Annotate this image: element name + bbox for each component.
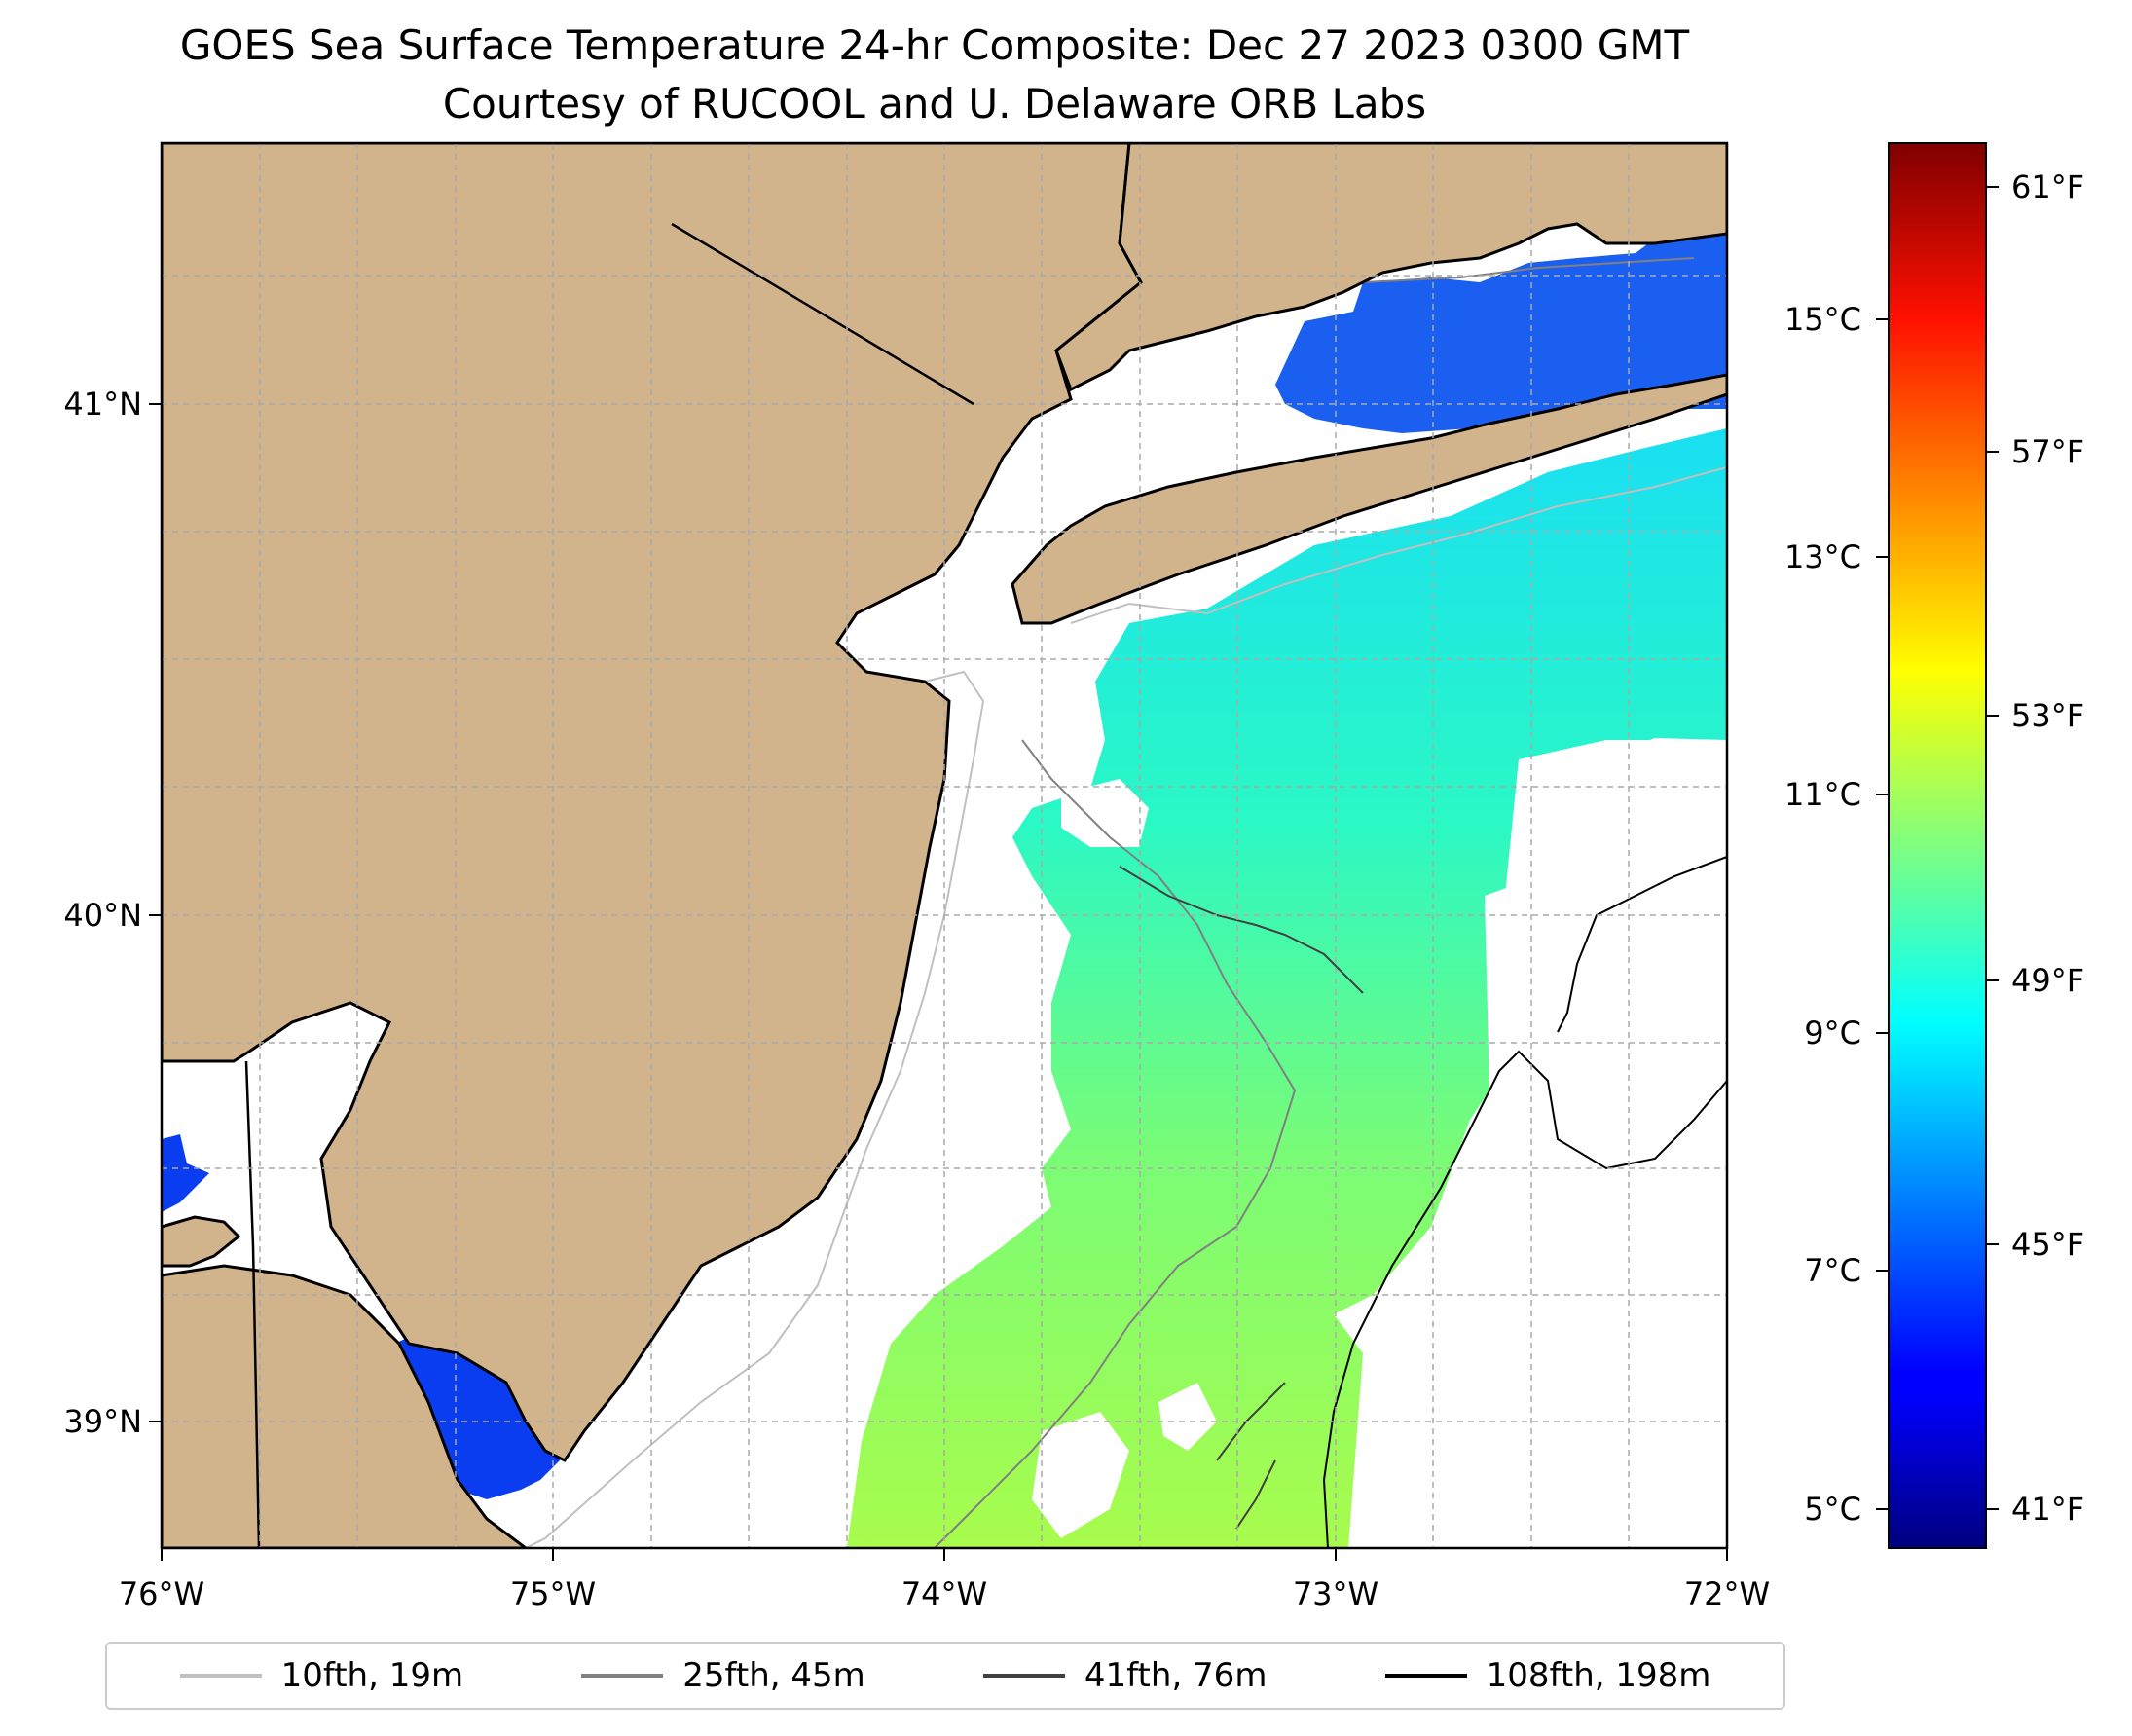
legend-label: 41fth, 76m [1084,1656,1268,1695]
state-border [1118,143,1143,283]
isobath-19m [1070,466,1727,624]
legend-item: 10fth, 19m [179,1656,464,1695]
legend-line-swatch [581,1674,664,1678]
colorbar-celsius-label: 15°C [1784,301,1861,338]
colorbar-celsius-label: 9°C [1804,1015,1861,1052]
isobath-76m [1119,866,1364,994]
land-connecticut [1054,143,1727,392]
legend-label: 108fth, 198m [1486,1656,1711,1695]
sst-no-data-gap [1158,1383,1217,1451]
lat-tick-label: 40°N [63,897,142,934]
colorbar-celsius-label: 13°C [1784,538,1861,575]
sst-no-data-gap [1061,779,1149,847]
lon-tick-label: 73°W [1293,1575,1378,1612]
legend-label: 25fth, 45m [682,1656,865,1695]
colorbar [1888,142,1987,1549]
colorbar-celsius-label: 11°C [1784,776,1861,813]
lat-tick-label: 41°N [63,386,142,423]
lon-tick-label: 76°W [119,1575,204,1612]
land-delmarva [162,1264,529,1548]
colorbar-celsius-label: 7°C [1804,1252,1861,1289]
lon-tick-label: 75°W [510,1575,596,1612]
isobath-19m [525,670,985,1548]
legend-item: 25fth, 45m [581,1656,865,1695]
state-border [671,222,974,406]
sst-offshore-field [847,428,1727,1548]
colorbar-fahrenheit-label: 49°F [2011,962,2084,999]
legend-item: 108fth, 198m [1384,1656,1711,1695]
legend-line-swatch [982,1674,1065,1678]
lon-tick-label: 72°W [1684,1575,1770,1612]
title-line-2: Courtesy of RUCOOL and U. Delaware ORB L… [442,80,1427,128]
lon-tick-marks [161,1548,1728,1561]
legend-line-swatch [1384,1674,1467,1678]
sst-no-data-gap [1494,740,1727,1100]
colorbar-celsius-label: 5°C [1804,1491,1861,1528]
sst-no-data-gap [1032,1412,1129,1538]
gridlines [162,143,1727,1548]
legend-item: 41fth, 76m [982,1656,1268,1695]
colorbar-fahrenheit-label: 57°F [2011,433,2084,470]
lon-tick-label: 74°W [901,1575,987,1612]
isobath-45m [934,739,1297,1548]
state-border [244,1060,261,1548]
land-delmarva [162,1215,241,1268]
title-line-1: GOES Sea Surface Temperature 24-hr Compo… [179,21,1690,69]
colorbar-fahrenheit-label: 41°F [2011,1491,2084,1528]
colorbar-fahrenheit-label: 53°F [2011,697,2084,734]
legend-label: 10fth, 19m [280,1656,464,1695]
colorbar-celsius-ticks [1876,318,1889,1510]
lat-tick-marks [149,403,162,1422]
colorbar-fahrenheit-label: 61°F [2011,168,2084,205]
lat-tick-label: 39°N [63,1403,142,1440]
isobath-legend: 10fth, 19m 25fth, 45m 41fth, 76m 108fth,… [105,1642,1785,1710]
sst-long-island-sound [1275,229,1727,433]
sst-chesapeake-edge [162,1134,209,1212]
colorbar-fahrenheit-label: 45°F [2011,1226,2084,1263]
land-long-island [1011,373,1727,625]
legend-line-swatch [179,1674,262,1678]
isobath-198m [1322,1050,1727,1548]
map-area [162,143,1727,1548]
colorbar-fahrenheit-ticks [1986,186,1999,1510]
